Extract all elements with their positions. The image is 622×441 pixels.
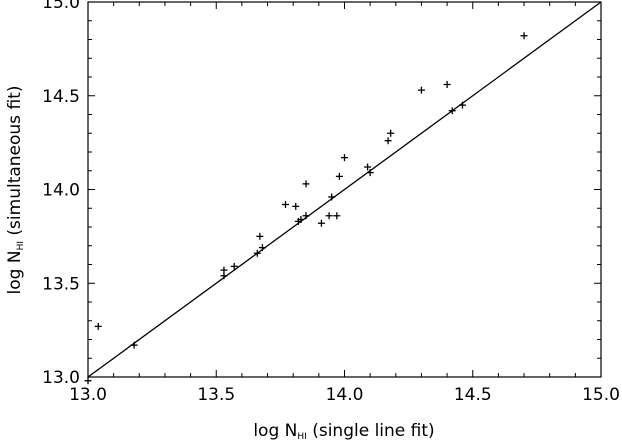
data-point bbox=[341, 154, 348, 162]
tick-labels: 13.0 13.5 14.0 14.5 15.0 13.0 13.5 14.0 14.5 15.0 bbox=[42, 0, 620, 405]
axis-ticks bbox=[87, 1, 602, 378]
x-axis-label: log NHI (single line fit) bbox=[253, 421, 434, 441]
data-point bbox=[458, 101, 466, 109]
y-tick-label: 14.0 bbox=[42, 181, 80, 201]
data-point bbox=[282, 201, 290, 208]
y-axis-label-sub: HI bbox=[16, 241, 26, 250]
y-tick-label: 13.5 bbox=[42, 274, 80, 294]
data-point bbox=[256, 232, 264, 240]
x-tick-label: 13.5 bbox=[197, 385, 235, 405]
y-tick-label: 13.0 bbox=[42, 368, 80, 388]
data-point bbox=[333, 212, 341, 220]
x-axis-label-suffix: (single line fit) bbox=[307, 421, 435, 441]
data-point bbox=[443, 81, 451, 88]
data-point bbox=[366, 169, 374, 177]
data-point bbox=[448, 107, 456, 115]
data-point bbox=[84, 377, 92, 385]
data-point bbox=[258, 244, 266, 252]
data-point bbox=[302, 212, 310, 220]
data-points bbox=[84, 32, 528, 385]
data-point bbox=[292, 202, 300, 210]
data-point bbox=[253, 249, 261, 257]
data-point bbox=[220, 266, 228, 274]
data-point bbox=[364, 163, 372, 171]
one-to-one-line bbox=[87, 1, 602, 378]
data-point bbox=[130, 341, 138, 349]
data-point bbox=[387, 129, 395, 137]
y-axis-label-suffix: (simultaneous fit) bbox=[5, 86, 25, 241]
data-point bbox=[317, 219, 325, 227]
data-point bbox=[302, 180, 310, 188]
data-point bbox=[230, 262, 238, 270]
x-axis-label-sub: HI bbox=[297, 432, 306, 441]
data-point bbox=[417, 86, 425, 94]
y-tick-label: 14.5 bbox=[42, 87, 80, 107]
data-point bbox=[328, 193, 336, 201]
data-point bbox=[94, 322, 102, 330]
x-tick-label: 13.0 bbox=[69, 385, 107, 405]
x-tick-label: 14.5 bbox=[454, 385, 492, 405]
y-axis-label: log NHI (simultaneous fit) bbox=[5, 86, 26, 295]
data-point bbox=[520, 32, 528, 40]
data-point bbox=[384, 137, 392, 145]
x-tick-label: 14.0 bbox=[326, 385, 364, 405]
y-tick-label: 15.0 bbox=[42, 0, 80, 13]
data-point bbox=[297, 216, 305, 223]
y-axis-label-prefix: log N bbox=[5, 250, 25, 294]
data-point bbox=[335, 172, 343, 180]
x-tick-label: 15.0 bbox=[582, 385, 620, 405]
x-axis-label-prefix: log N bbox=[253, 421, 297, 441]
data-point bbox=[325, 212, 333, 220]
